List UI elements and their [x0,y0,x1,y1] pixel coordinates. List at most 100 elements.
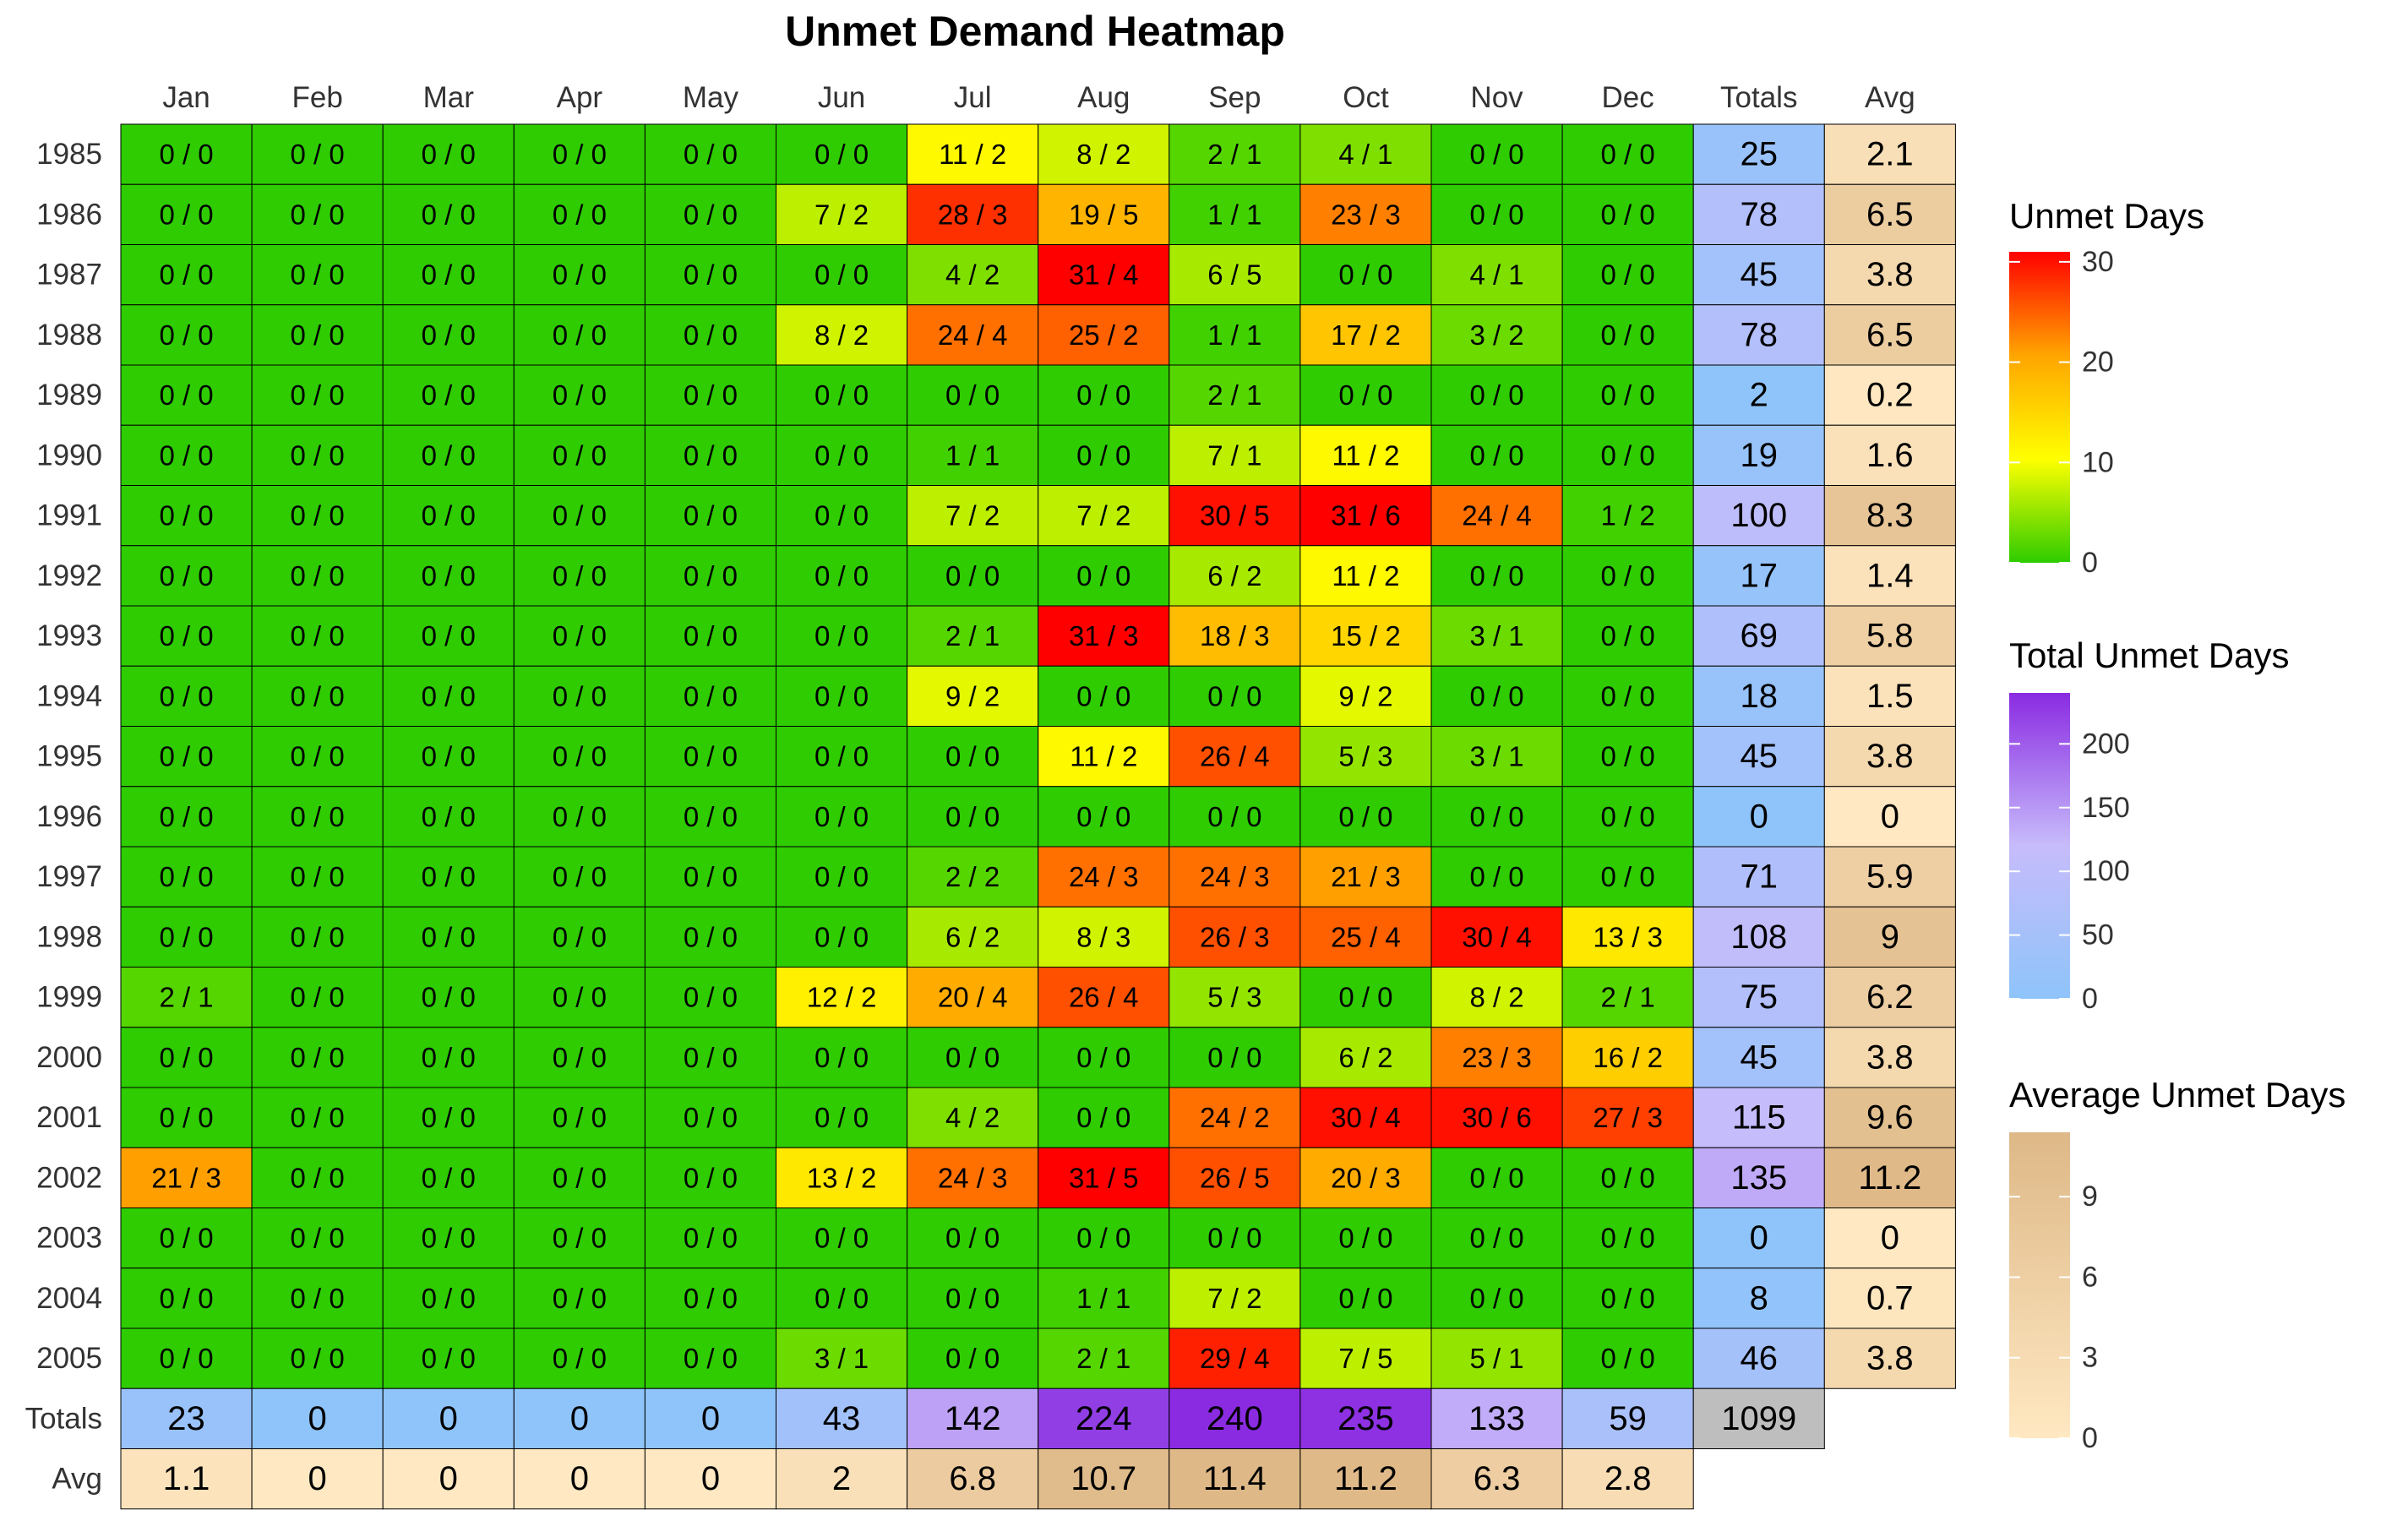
column-total-label: 0 [308,1400,327,1437]
heatmap-cell [513,726,646,788]
heatmap-cell [1430,304,1563,366]
row-avg-cell [1823,183,1956,245]
heatmap-cell [120,1147,253,1208]
heatmap-cell [251,485,384,547]
column-header: Feb [291,81,342,114]
row-avg-cell [1823,1087,1956,1148]
heatmap-cell [776,1327,908,1389]
cell-label: 0 / 0 [291,921,345,952]
column-avg-label: 0 [570,1460,589,1497]
cell-label: 0 / 0 [553,259,607,291]
heatmap-cell [1038,183,1170,245]
cell-label: 0 / 0 [159,680,213,711]
heatmap-cell [907,244,1039,306]
heatmap-cell [120,364,253,426]
heatmap-cell [120,545,253,607]
heatmap-cell [513,545,646,607]
heatmap-cell [120,786,253,848]
cell-label: 0 / 0 [422,982,476,1013]
row-avg-cell [1823,906,1956,968]
cell-label: 0 / 0 [814,921,869,952]
cell-label: 0 / 0 [291,741,345,772]
heatmap-cell [513,786,646,848]
heatmap-cell [1430,1027,1563,1088]
cell-label: 0 / 0 [1469,1162,1523,1193]
cell-label: 0 / 0 [553,620,607,651]
heatmap-cell [1038,786,1170,848]
row-avg-label: 8.3 [1866,497,1914,534]
column-total-label: 23 [167,1400,205,1437]
heatmap-cell [251,1147,384,1208]
column-total-cell [513,1387,646,1449]
cell-label: 0 / 0 [291,439,345,471]
row-avg-cell [1823,665,1956,727]
heatmap-cell [251,906,384,968]
cell-label: 0 / 0 [159,560,213,592]
heatmap-cell [1169,244,1301,306]
row-label: 1991 [36,499,102,532]
heatmap-cell [776,545,908,607]
cell-label: 0 / 0 [945,379,1000,411]
cell-label: 0 / 0 [814,801,869,832]
heatmap-cell [382,244,515,306]
heatmap-cell [644,726,777,788]
heatmap-cell [120,183,253,245]
cell-label: 0 / 0 [159,139,213,170]
row-avg-label: 3.8 [1866,1340,1914,1377]
row-label: 1999 [36,981,102,1014]
heatmap-cell [1430,967,1563,1028]
cell-label: 0 / 0 [684,982,738,1013]
heatmap-cell [1430,906,1563,968]
heatmap-cell [1169,1327,1301,1389]
row-label: 1993 [36,619,102,652]
heatmap-cell [1561,605,1694,667]
legend-tick-label: 30 [2082,246,2114,278]
heatmap-cell [120,244,253,306]
cell-label: 0 / 0 [1076,801,1130,832]
heatmap-cell [776,906,908,968]
heatmap-cell [513,1208,646,1269]
column-total-cell [1561,1387,1694,1449]
cell-label: 0 / 0 [1338,259,1392,291]
heatmap-cell [644,364,777,426]
row-avg-cell [1823,726,1956,788]
row-total-label: 100 [1730,497,1787,534]
column-total-label: 224 [1076,1400,1132,1437]
cell-label: 0 / 0 [291,801,345,832]
heatmap-cell [1430,1087,1563,1148]
cell-label: 0 / 0 [159,861,213,892]
cell-label: 29 / 4 [1200,1343,1270,1374]
cell-label: 0 / 0 [422,861,476,892]
heatmap-cell [907,1147,1039,1208]
cell-label: 26 / 5 [1200,1162,1270,1193]
cell-label: 0 / 0 [553,1283,607,1314]
cell-label: 0 / 0 [291,1283,345,1314]
heatmap-cell [1169,605,1301,667]
heatmap-cell [644,1208,777,1269]
heatmap-cell [1299,906,1432,968]
legend-tick-label: 50 [2082,919,2114,951]
row-total-label: 108 [1730,919,1787,956]
cell-label: 0 / 0 [1469,139,1523,170]
column-total-cell [776,1387,908,1449]
heatmap-cell [1299,605,1432,667]
heatmap-cell [1038,123,1170,185]
column-total-cell [1169,1387,1301,1449]
row-avg-cell [1823,605,1956,667]
column-avg-label: 11.2 [1334,1460,1397,1497]
row-total-label: 0 [1750,1219,1768,1257]
row-total-cell [1692,364,1825,426]
column-avg-cell [1299,1448,1432,1510]
cell-label: 0 / 0 [814,500,869,532]
row-total-label: 45 [1741,738,1779,775]
cell-label: 6 / 2 [1207,560,1261,592]
cell-label: 0 / 0 [553,319,607,351]
heatmap-cell [644,545,777,607]
cell-label: 5 / 3 [1338,741,1392,772]
row-total-cell [1692,846,1825,908]
row-total-label: 19 [1741,437,1779,474]
cell-label: 25 / 4 [1331,921,1401,952]
cell-label: 0 / 0 [814,1283,869,1314]
legend-colorbar [2009,252,2070,563]
heatmap-grid: Jan Feb Mar Apr May Jun Jul Aug Sep Oct Nov Dec Tota… [25,81,1956,1510]
